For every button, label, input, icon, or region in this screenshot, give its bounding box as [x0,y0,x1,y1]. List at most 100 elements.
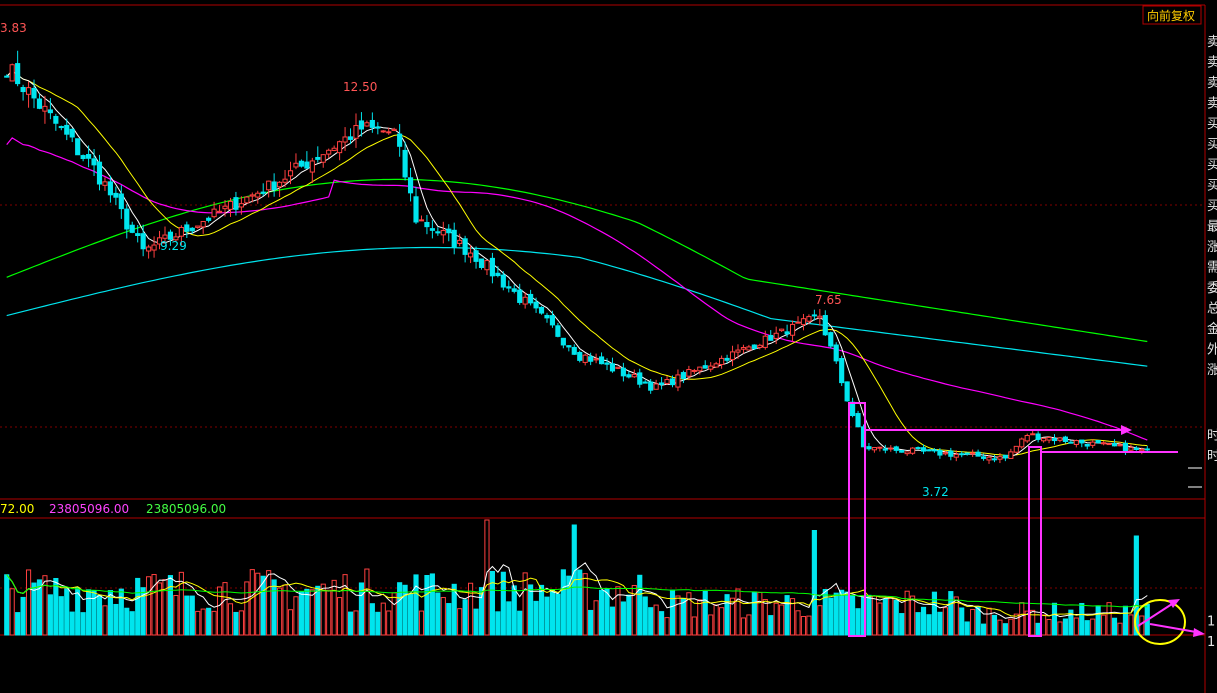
volume-bar [795,610,801,636]
volume-bar [1122,605,1129,636]
volume-bar [200,608,206,636]
side-label: 时 [1207,429,1217,444]
candle-body [15,63,21,85]
arrow-head-1 [1121,425,1132,435]
candle-body [828,332,834,347]
candle-body [533,301,539,309]
candle-body [244,196,250,204]
volume-bar [118,588,124,636]
candle-body [1035,433,1041,440]
candle-body [315,156,321,160]
candle-body [713,363,719,368]
restore-button[interactable]: 向前复权 [1147,8,1195,23]
candle-body [653,383,659,390]
volume-bar [549,589,556,636]
volume-bar [298,591,304,636]
candle-body [675,374,681,388]
candle-body [331,147,337,151]
side-label: 涨 [1207,363,1217,378]
candle-body [146,246,152,252]
candle-body [178,226,184,237]
candle-body [555,325,561,337]
candle-body [451,229,457,248]
side-label: 外 [1207,343,1217,358]
volume-bar [156,582,163,636]
volume-bar [975,605,981,636]
volume-bar [566,575,572,636]
volume-bar [146,576,152,636]
volume-bar [337,597,343,636]
volume-bar [15,612,21,636]
arrow-up-head [1168,599,1180,608]
candle-body [189,227,195,232]
candle-body [413,196,419,223]
volume-bar [140,587,146,636]
volume-bar [9,588,15,636]
candle-body [53,115,59,124]
price-label-high-right: 7.65 [815,293,842,307]
candle-body [970,452,976,455]
side-label: 买 [1207,199,1217,214]
candle-body [1051,438,1058,442]
candle-body [227,200,234,210]
volume-bar [1128,614,1134,636]
volume-bar [642,596,648,636]
volume-bar [1111,617,1118,636]
candle-body [708,365,714,370]
candle-body [697,366,703,372]
candle-body [511,288,517,292]
candle-body [1144,448,1150,451]
candle-body [206,217,212,221]
volume-bar [484,519,490,636]
candle-body [473,250,479,262]
volume-bar [75,587,81,636]
candle-body [222,205,228,210]
candle-body [64,124,70,135]
candle-body [4,75,10,78]
volume-bar [227,603,234,636]
volume-bar [25,569,32,636]
candle-body [811,314,817,317]
candle-body [31,87,37,99]
volume-bar [473,608,479,636]
candle-body [631,373,637,378]
candle-body [249,194,255,197]
candle-body [151,244,157,251]
candle-body [953,453,959,458]
volume-bar [528,584,534,636]
volume-bar [418,610,425,636]
candle-body [489,257,495,277]
volume-bar [746,614,752,636]
volume-bar [173,595,179,636]
candle-body [506,286,512,289]
candle-body [833,344,839,362]
volume-bar [850,595,856,636]
volume-bar [222,582,228,636]
volume-bar [4,574,10,636]
candle-body [517,289,523,303]
volume-bar [609,606,616,636]
volume-bar [429,573,435,636]
volume-bar [888,596,894,636]
candle-body [347,136,354,140]
highlight-box-2 [1028,446,1042,637]
volume-value-2: 23805096.00 [49,502,129,516]
candle-body [997,456,1003,460]
candle-body [942,452,948,455]
candle-body [893,446,899,451]
candle-body [495,272,501,277]
volume-bar [893,599,899,636]
ma-60-line [6,137,1148,441]
candle-body [795,321,801,324]
volume-bar [80,612,86,636]
candle-body [364,122,370,127]
volume-bar [839,589,845,636]
candle-body [468,252,474,258]
ma-5-line [6,69,1148,459]
candle-body [800,318,807,326]
candle-body [86,154,92,159]
restore-button-bg[interactable] [1142,5,1202,25]
candle-body [407,177,414,194]
candle-body [1046,437,1052,441]
candle-body [571,346,577,355]
